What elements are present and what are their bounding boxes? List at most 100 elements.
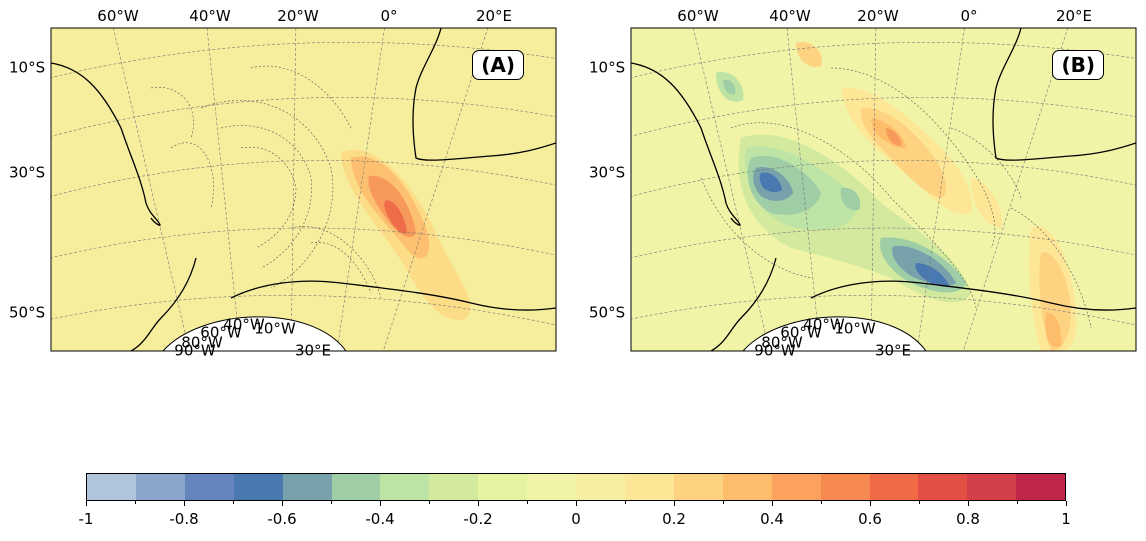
negative-anomaly-b xyxy=(716,72,971,303)
graticule-b xyxy=(631,28,1136,351)
colorbar-tick-label: -0.4 xyxy=(365,510,395,528)
colorbar-tick-label: 0.2 xyxy=(662,510,686,528)
contours-b xyxy=(700,67,1092,329)
colorbar-minor-tick xyxy=(919,501,920,504)
map-panel-b: 60°W 40°W 20°W 0° 20°E 10°S 30°S 50°S 40… xyxy=(589,9,1137,358)
lat-label-30s: 30°S xyxy=(9,163,46,182)
map-panel-a: 60°W 40°W 20°W 0° 20°E 10°S 30°S 50°S 40… xyxy=(9,9,557,358)
lon-label-polar-40w: 40°W xyxy=(803,315,845,334)
colorbar-segment xyxy=(135,474,185,500)
colorbar-tick-label: 1 xyxy=(1061,510,1071,528)
colorbar-segment xyxy=(380,474,430,500)
colorbar-segment xyxy=(576,474,625,500)
lon-label-polar-30e: 30°E xyxy=(874,341,912,360)
lon-label-polar-60w: 60°W xyxy=(780,323,822,342)
lon-label-polar-10w: 10°W xyxy=(834,319,876,338)
map-a-frame xyxy=(50,27,557,352)
lon-label-top-20w: 20°W xyxy=(857,7,899,25)
colorbar-minor-tick xyxy=(331,501,332,504)
panel-label-b: (B) xyxy=(1052,50,1104,80)
colorbar-segment xyxy=(624,474,674,500)
colorbar-tick-label: -0.8 xyxy=(169,510,199,528)
colorbar-segment xyxy=(429,474,479,500)
colorbar-segment xyxy=(527,474,577,500)
colorbar-ticks: -1 -0.8 -0.6 -0.4 -0.2 0 0.2 0.4 0.6 0.8 1 xyxy=(79,501,1071,541)
colorbar-tick-label: -0.2 xyxy=(463,510,493,528)
colorbar-tick xyxy=(282,501,283,506)
colorbar-tick xyxy=(380,501,381,506)
colorbar-tick-label: 0.6 xyxy=(858,510,882,528)
lat-label-10s: 10°S xyxy=(9,58,46,77)
colorbar-segment xyxy=(478,474,528,500)
colorbar-minor-tick xyxy=(625,501,626,504)
lon-label-polar-90w: 90°W xyxy=(174,341,216,360)
lon-label-top-40w: 40°W xyxy=(189,7,231,25)
lat-label-10s: 10°S xyxy=(589,58,626,77)
lon-label-polar-10w: 10°W xyxy=(254,319,296,338)
colorbar-tick xyxy=(1066,501,1067,506)
colorbar-tick-label: 0.8 xyxy=(956,510,980,528)
lon-label-top-20w: 20°W xyxy=(277,7,319,25)
lon-label-polar-80w: 80°W xyxy=(761,333,803,352)
coastline-a xyxy=(51,28,556,351)
graticule-a xyxy=(51,28,556,351)
colorbar-tick xyxy=(576,501,577,506)
lon-label-polar-40w: 40°W xyxy=(223,315,265,334)
colorbar-tick-label: -1 xyxy=(78,510,94,528)
colorbar-minor-tick xyxy=(233,501,234,504)
colorbar-minor-tick xyxy=(135,501,136,504)
polar-cap-a xyxy=(162,316,347,351)
colorbar-segment xyxy=(967,474,1017,500)
colorbar-minor-tick xyxy=(429,501,430,504)
colorbar-segment xyxy=(87,474,136,500)
colorbar-segment xyxy=(184,474,234,500)
colorbar-tick xyxy=(674,501,675,506)
colorbar-segment xyxy=(1016,474,1066,500)
colorbar-tick-label: 0.4 xyxy=(760,510,784,528)
lon-label-polar-60w: 60°W xyxy=(200,323,242,342)
lon-label-top-20e: 20°E xyxy=(1055,7,1093,25)
colorbar-segment xyxy=(233,474,283,500)
map-a-canvas xyxy=(50,27,557,352)
colorbar-tick-label: -0.6 xyxy=(267,510,297,528)
colorbar-minor-tick xyxy=(527,501,528,504)
colorbar-segment xyxy=(918,474,968,500)
lon-label-top-0: 0° xyxy=(380,7,398,25)
panel-label-a: (A) xyxy=(472,50,524,80)
colorbar xyxy=(86,473,1066,501)
lat-label-50s: 50°S xyxy=(9,303,46,322)
colorbar-tick xyxy=(968,501,969,506)
coastline-b xyxy=(631,28,1136,351)
positive-anomaly-b xyxy=(796,42,1077,351)
colorbar-segment xyxy=(722,474,772,500)
lon-label-top-60w: 60°W xyxy=(677,7,719,25)
colorbar-minor-tick xyxy=(821,501,822,504)
colorbar-tick xyxy=(870,501,871,506)
lon-label-top-20e: 20°E xyxy=(475,7,513,25)
lon-label-polar-30e: 30°E xyxy=(294,341,332,360)
colorbar-tick xyxy=(184,501,185,506)
lon-label-top-0: 0° xyxy=(960,7,978,25)
colorbar-minor-tick xyxy=(1017,501,1018,504)
polar-cap-b xyxy=(742,316,927,351)
lat-label-50s: 50°S xyxy=(589,303,626,322)
colorbar-tick xyxy=(772,501,773,506)
colorbar-segment xyxy=(820,474,870,500)
lon-label-polar-90w: 90°W xyxy=(754,341,796,360)
colorbar-segment xyxy=(331,474,381,500)
colorbar-segment xyxy=(869,474,919,500)
colorbar-tick xyxy=(86,501,87,506)
ocean-background-a xyxy=(51,28,556,351)
colorbar-minor-tick xyxy=(723,501,724,504)
colorbar-segment xyxy=(673,474,723,500)
lon-label-polar-80w: 80°W xyxy=(181,333,223,352)
colorbar-segment xyxy=(771,474,821,500)
map-b-frame xyxy=(630,27,1137,352)
lon-label-top-60w: 60°W xyxy=(97,7,139,25)
colorbar-segment xyxy=(282,474,332,500)
contours-a xyxy=(150,65,382,299)
lon-label-top-40w: 40°W xyxy=(769,7,811,25)
map-b-canvas xyxy=(630,27,1137,352)
colorbar-tick-label: 0 xyxy=(571,510,581,528)
colorbar-tick xyxy=(478,501,479,506)
